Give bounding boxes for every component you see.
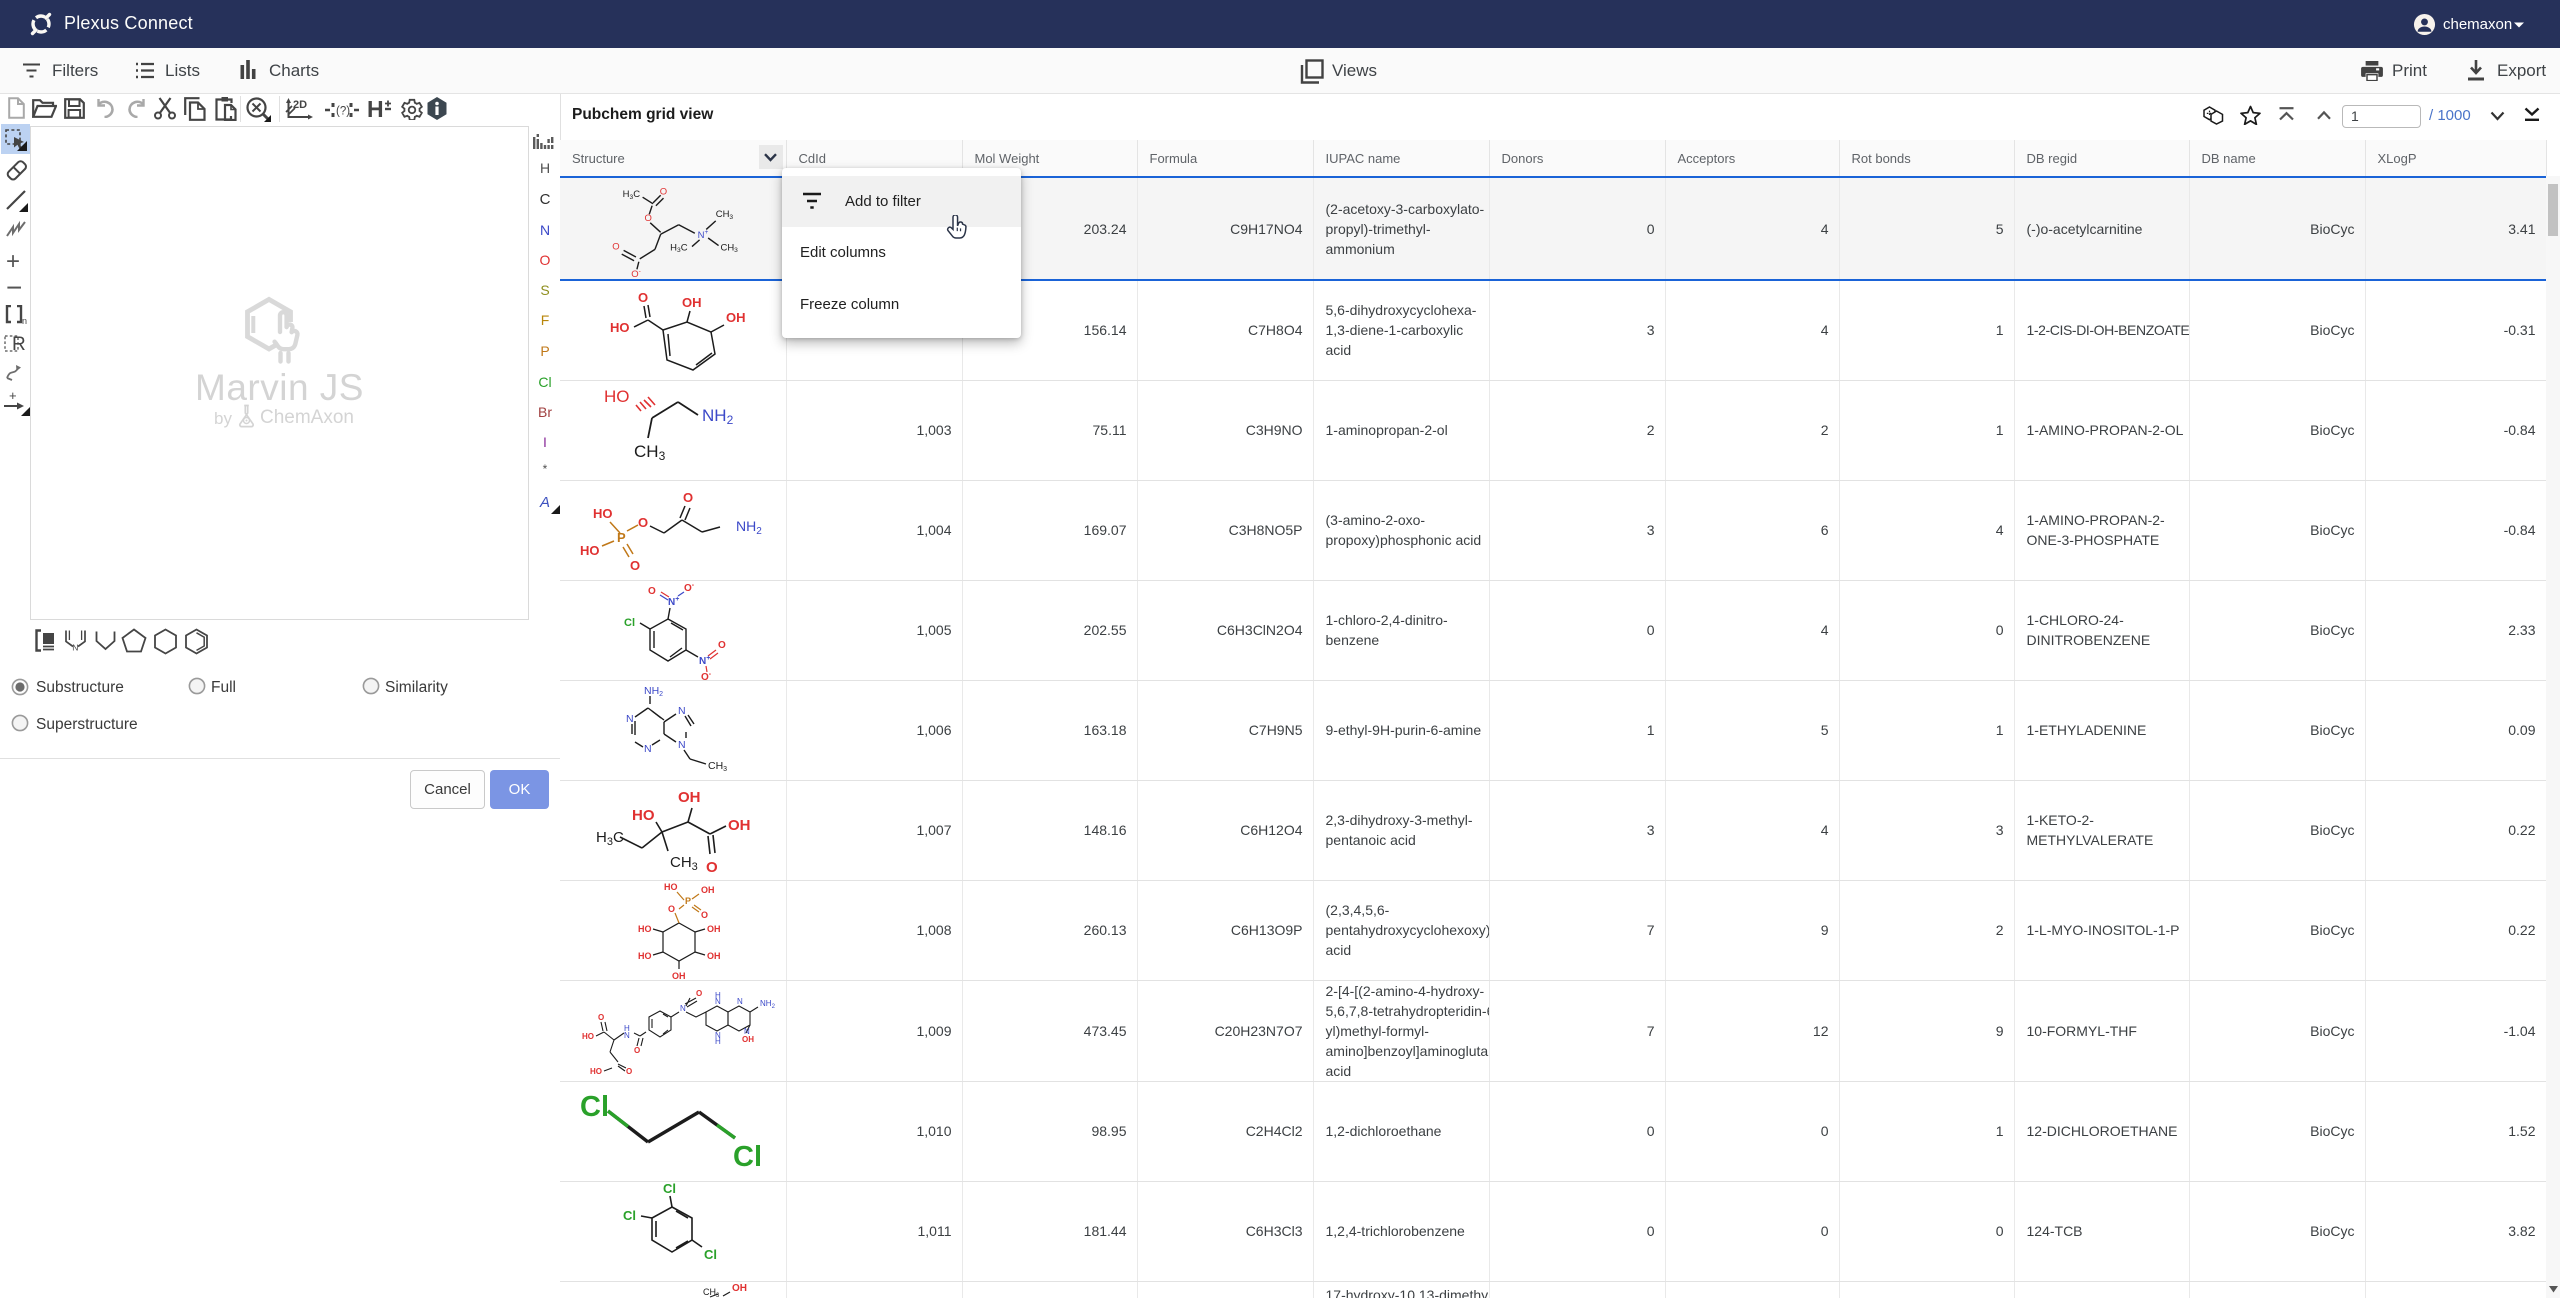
svg-text:HO: HO	[638, 951, 652, 961]
svg-text:Cl: Cl	[733, 1141, 762, 1173]
svg-text:Cl: Cl	[624, 617, 635, 629]
svg-text:Cl: Cl	[663, 1181, 676, 1196]
svg-text:OH: OH	[701, 885, 715, 895]
svg-text:O: O	[683, 490, 693, 505]
svg-text:O: O	[612, 241, 619, 252]
svg-text:(?): (?)	[336, 106, 350, 118]
svg-text:H: H	[367, 98, 384, 122]
svg-text:Cl: Cl	[704, 1247, 717, 1262]
svg-text:N+: N+	[698, 229, 709, 241]
svg-text:P: P	[685, 896, 691, 906]
svg-text:CH3: CH3	[720, 242, 738, 254]
svg-text:N: N	[644, 743, 652, 755]
svg-text:HO: HO	[638, 924, 652, 934]
svg-text:O: O	[648, 586, 656, 597]
svg-text:O-: O-	[631, 268, 641, 279]
svg-text:HO: HO	[632, 807, 655, 824]
svg-text:OH: OH	[682, 295, 702, 310]
svg-text:NH2: NH2	[644, 685, 663, 698]
svg-text:CH3: CH3	[708, 760, 727, 773]
svg-text:O: O	[638, 515, 648, 530]
svg-text:Cl: Cl	[580, 1091, 609, 1123]
svg-text:N: N	[680, 1004, 686, 1013]
svg-text:HO: HO	[610, 320, 630, 335]
svg-text:2D: 2D	[293, 99, 307, 111]
svg-text:OH: OH	[726, 310, 746, 325]
svg-text:O: O	[598, 1013, 604, 1022]
svg-text:O: O	[706, 859, 718, 876]
svg-text:OH: OH	[732, 1283, 747, 1294]
svg-text:N: N	[744, 1027, 750, 1036]
svg-text:O-: O-	[684, 582, 695, 594]
svg-text:N: N	[678, 705, 686, 717]
svg-text:HO: HO	[590, 1067, 602, 1076]
svg-text:O: O	[701, 910, 708, 920]
svg-text:O: O	[638, 290, 648, 305]
svg-text:N+: N+	[668, 596, 679, 608]
svg-text:H3C: H3C	[596, 829, 624, 848]
svg-text:O: O	[668, 904, 675, 914]
svg-text:O: O	[626, 1067, 632, 1076]
svg-text:N: N	[624, 1031, 630, 1040]
svg-text:OH: OH	[728, 817, 751, 834]
svg-text:O: O	[630, 558, 640, 573]
svg-text:+: +	[9, 390, 17, 403]
svg-text:CH3: CH3	[703, 1287, 720, 1298]
svg-text:OH: OH	[672, 971, 686, 981]
svg-text:NH2: NH2	[736, 518, 762, 537]
svg-text:H: H	[715, 991, 721, 1000]
svg-text:n: n	[22, 316, 27, 325]
svg-text:H: H	[624, 1024, 630, 1033]
svg-text:N: N	[678, 739, 686, 751]
svg-text:OH: OH	[707, 924, 721, 934]
svg-text:N: N	[72, 643, 78, 653]
svg-text:HO: HO	[593, 506, 613, 521]
svg-text:N: N	[715, 997, 721, 1006]
svg-text:CH3: CH3	[670, 854, 698, 873]
svg-text:O: O	[634, 1046, 640, 1055]
svg-text:HO: HO	[580, 543, 600, 558]
svg-text:O: O	[696, 989, 702, 998]
svg-text:OH: OH	[678, 789, 701, 806]
svg-text:O: O	[718, 640, 726, 651]
svg-text:O-: O-	[701, 671, 712, 680]
svg-text:P: P	[617, 530, 626, 545]
svg-text:H3C: H3C	[623, 189, 641, 201]
svg-text:O: O	[660, 186, 667, 197]
svg-text:R: R	[12, 334, 26, 355]
svg-text:O: O	[645, 213, 652, 224]
svg-text:N: N	[715, 1031, 721, 1040]
svg-text:NH2: NH2	[702, 406, 734, 427]
svg-text:CH3: CH3	[716, 209, 734, 221]
svg-text:HO: HO	[582, 1032, 594, 1041]
svg-text:NH2: NH2	[760, 999, 776, 1010]
svg-text:Cl: Cl	[623, 1208, 636, 1223]
svg-text:N+: N+	[699, 655, 710, 667]
svg-text:N: N	[737, 997, 743, 1006]
svg-text:HO: HO	[604, 387, 630, 406]
svg-text:H3C: H3C	[670, 242, 688, 254]
svg-text:OH: OH	[742, 1035, 754, 1044]
svg-text:OH: OH	[707, 951, 721, 961]
svg-text:H: H	[715, 1037, 721, 1046]
svg-text:CH3: CH3	[634, 442, 666, 463]
svg-text:HO: HO	[664, 882, 678, 892]
svg-text:N: N	[626, 713, 634, 725]
